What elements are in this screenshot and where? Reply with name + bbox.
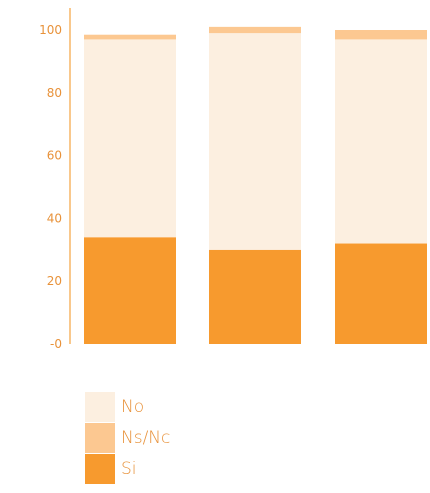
bar-segment-si-2 <box>209 249 301 344</box>
bar-segment-si-1 <box>84 237 176 344</box>
bar-segment-no-1 <box>84 39 176 238</box>
y-tick-label: -0 <box>50 337 62 351</box>
y-tick-label: 80 <box>47 86 62 100</box>
legend: No Ns/Nc Si <box>85 392 170 485</box>
legend-item-ns-nc: Ns/Nc <box>85 423 170 453</box>
bar-segment-ns-nc-2 <box>209 26 301 34</box>
legend-swatch-ns-nc <box>85 423 115 453</box>
y-tick-label: 20 <box>47 274 62 288</box>
legend-label-ns-nc: Ns/Nc <box>121 428 171 448</box>
legend-swatch-no <box>85 392 115 422</box>
bars <box>84 26 427 344</box>
legend-label-si: Si <box>121 459 137 479</box>
bar-segment-ns-nc-3 <box>335 30 427 40</box>
bar-segment-no-2 <box>209 33 301 250</box>
legend-item-si: Si <box>85 454 170 484</box>
y-tick-label: 100 <box>39 23 62 37</box>
legend-item-no: No <box>85 392 170 422</box>
stacked-bar-chart: -0 20 40 60 80 100 <box>39 8 427 351</box>
bar-segment-no-3 <box>335 39 427 244</box>
y-tick-label: 60 <box>47 149 62 163</box>
y-tick-label: 40 <box>47 211 62 225</box>
y-axis-ticks: -0 20 40 60 80 100 <box>39 23 62 351</box>
bar-segment-si-3 <box>335 243 427 344</box>
bar-segment-ns-nc-1 <box>84 34 176 40</box>
legend-swatch-si <box>85 454 115 484</box>
legend-label-no: No <box>121 397 145 417</box>
